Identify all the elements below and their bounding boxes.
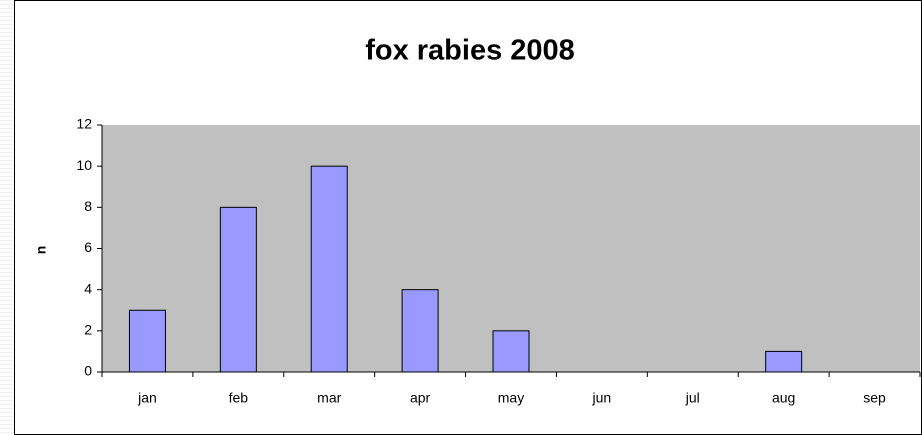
bar <box>401 289 439 373</box>
bar <box>310 165 348 373</box>
y-tick-label: 8 <box>84 198 92 214</box>
y-tick-label: 4 <box>84 280 92 296</box>
y-tick-label: 2 <box>84 322 92 338</box>
x-tick-label: aug <box>772 390 795 406</box>
y-tick-label: 10 <box>76 157 92 173</box>
chart-title: fox rabies 2008 <box>365 35 575 67</box>
x-tick-label: jan <box>137 390 157 406</box>
bar <box>492 330 530 373</box>
y-tick-label: 12 <box>76 116 92 132</box>
y-axis-label: n <box>33 246 49 255</box>
x-tick-label: jul <box>685 390 700 406</box>
x-tick-label: mar <box>317 390 341 406</box>
y-tick-label: 0 <box>84 363 92 379</box>
x-tick-label: sep <box>863 390 886 406</box>
x-tick-label: may <box>498 390 524 406</box>
x-tick-label: feb <box>229 390 249 406</box>
y-tick-label: 6 <box>84 239 92 255</box>
x-tick-label: apr <box>410 390 431 406</box>
bar <box>219 206 257 373</box>
bar <box>128 309 166 373</box>
x-tick-label: jun <box>592 390 612 406</box>
background-edge <box>0 0 14 435</box>
bar <box>765 350 803 373</box>
